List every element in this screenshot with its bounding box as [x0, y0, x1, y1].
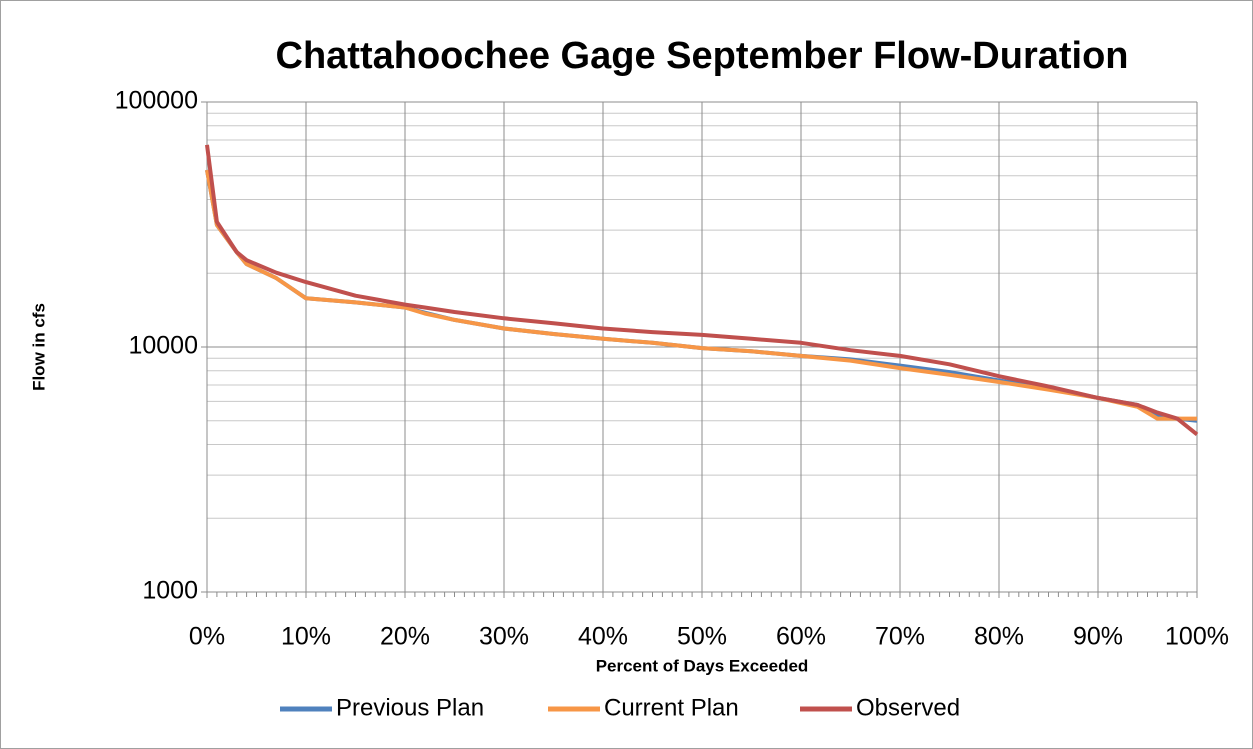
- y-axis-label: Flow in cfs: [29, 303, 48, 391]
- x-tick-label: 80%: [974, 623, 1024, 651]
- legend-label: Previous Plan: [336, 694, 484, 721]
- x-tick-label: 70%: [875, 623, 925, 651]
- x-axis-label: Percent of Days Exceeded: [596, 656, 809, 675]
- x-tick-label: 20%: [380, 623, 430, 651]
- x-tick-label: 50%: [677, 623, 727, 651]
- legend-label: Observed: [856, 694, 960, 721]
- x-tick-label: 90%: [1073, 623, 1123, 651]
- x-tick-label: 60%: [776, 623, 826, 651]
- x-tick-label: 40%: [578, 623, 628, 651]
- chart-title: Chattahoochee Gage September Flow-Durati…: [276, 35, 1129, 77]
- x-tick-label: 10%: [281, 623, 331, 651]
- y-tick-label: 10000: [128, 332, 198, 360]
- y-tick-label: 1000: [142, 577, 198, 605]
- x-tick-label: 0%: [189, 623, 225, 651]
- x-tick-label: 100%: [1165, 623, 1229, 651]
- y-tick-label: 100000: [115, 87, 198, 115]
- legend-label: Current Plan: [604, 694, 739, 721]
- x-tick-label: 30%: [479, 623, 529, 651]
- series-line: [205, 144, 1199, 436]
